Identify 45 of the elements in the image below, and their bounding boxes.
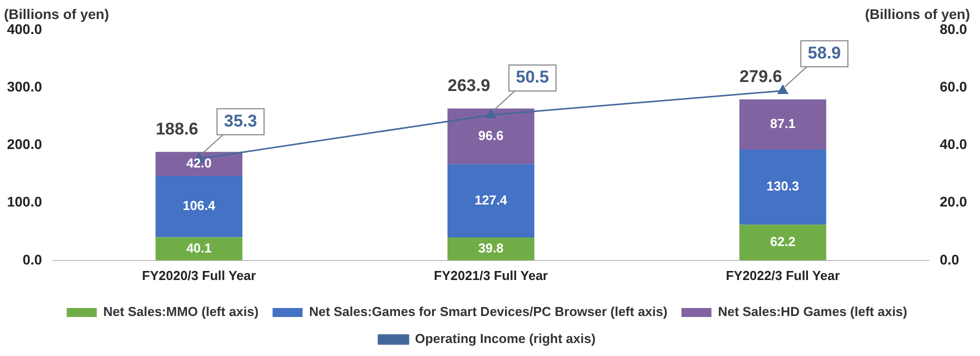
data-label: 50.5 xyxy=(516,68,549,87)
bar xyxy=(447,108,534,164)
x-tick-label: FY2020/3 Full Year xyxy=(142,268,256,283)
data-label: 39.8 xyxy=(478,240,504,256)
bar xyxy=(739,150,826,225)
legend-label: Operating Income (right axis) xyxy=(414,331,596,346)
x-tick-label: FY2021/3 Full Year xyxy=(434,268,548,283)
data-label: 42.0 xyxy=(186,156,212,170)
y-axis-title: (Billions of yen) xyxy=(4,6,109,22)
y2-tick-label: 40.0 xyxy=(940,136,968,152)
bar xyxy=(156,152,242,176)
total-label: 279.6 xyxy=(740,67,782,86)
legend-label: Net Sales:Games for Smart Devices/PC Browser (left axis) xyxy=(309,304,668,320)
bar xyxy=(447,237,534,260)
y-tick-label: 0.0 xyxy=(22,251,42,268)
data-label: 127.4 xyxy=(474,192,508,208)
data-label: 96.6 xyxy=(478,128,504,143)
y2-tick-label: 20.0 xyxy=(940,194,968,210)
x-tick-label: FY2022/3 Full Year xyxy=(726,268,840,283)
y-tick-label: 400.0 xyxy=(6,20,42,37)
y-tick-label: 300.0 xyxy=(6,78,42,94)
y2-tick-label: 0.0 xyxy=(940,251,960,268)
data-label: 62.2 xyxy=(770,234,796,250)
point xyxy=(778,85,788,94)
total-label: 263.9 xyxy=(448,76,490,96)
point xyxy=(486,109,496,118)
data-label: 58.9 xyxy=(808,43,841,62)
bar xyxy=(156,176,242,238)
y2-axis-title: (Billions of yen) xyxy=(865,6,970,22)
bar xyxy=(739,99,826,150)
data-label: 130.3 xyxy=(766,178,800,194)
bar xyxy=(447,164,534,238)
bar xyxy=(739,224,826,260)
y-tick-label: 100.0 xyxy=(6,194,42,210)
data-label: 35.3 xyxy=(224,111,258,130)
data-label: 87.1 xyxy=(770,116,796,132)
y2-tick-label: 60.0 xyxy=(940,78,968,94)
bar xyxy=(156,237,242,260)
y-tick-label: 200.0 xyxy=(6,136,42,152)
legend-label: Net Sales:HD Games (left axis) xyxy=(718,304,908,320)
legend-label: Net Sales:MMO (left axis) xyxy=(103,304,259,320)
total-label: 188.6 xyxy=(156,120,198,139)
y2-tick-label: 80.0 xyxy=(940,20,968,37)
data-label: 106.4 xyxy=(182,198,216,214)
data-label: 40.1 xyxy=(186,240,212,256)
